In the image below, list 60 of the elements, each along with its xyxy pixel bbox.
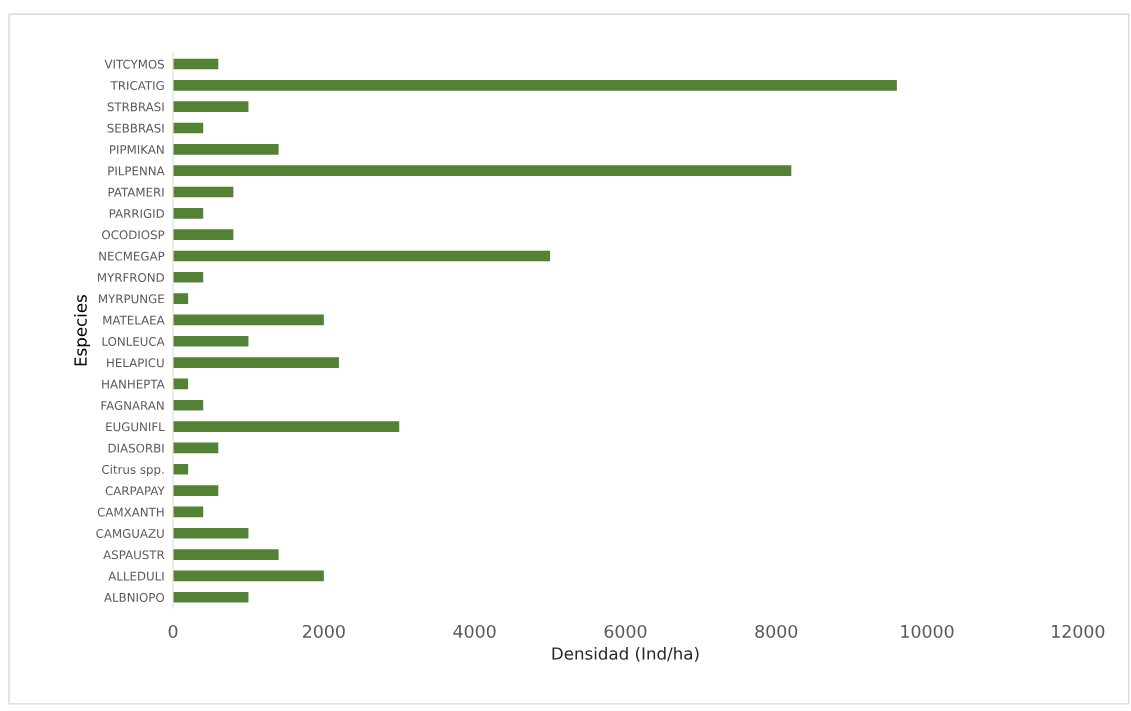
bar: [173, 421, 400, 432]
bar: [173, 527, 249, 539]
bar: [173, 122, 204, 134]
y-tick-label: SEBBRASI: [107, 123, 164, 133]
y-tick-label: NECMEGAP: [99, 251, 165, 261]
y-tick-label: PIPMIKAN: [110, 145, 164, 154]
y-tick-label: CAMGUAZU: [96, 528, 164, 538]
bar: [173, 250, 551, 262]
bar: [173, 271, 204, 283]
x-tick-label: 4000: [453, 624, 496, 639]
bar: [173, 549, 279, 560]
y-tick-label: Citrus spp.: [102, 464, 164, 477]
bar: [173, 101, 249, 112]
bar: [173, 79, 897, 91]
y-tick-label: OCODIOSP: [102, 230, 165, 240]
bar: [173, 207, 204, 219]
y-tick-label: PILPENNA: [108, 166, 165, 176]
y-tick-label: ASPAUSTR: [103, 550, 165, 560]
bar: [173, 442, 219, 454]
y-tick-label: DIASORBI: [108, 443, 164, 453]
y-tick-label: CAMXANTH: [97, 507, 164, 517]
y-tick-label: LONLEUCA: [102, 337, 165, 346]
y-tick-label: PARRIGID: [109, 209, 165, 218]
y-tick-label: ALBNIOPO: [104, 592, 165, 602]
bar: [173, 314, 324, 326]
bar: [173, 186, 234, 198]
y-tick-label: CARPAPAY: [105, 486, 165, 496]
y-tick-label: VITCYMOS: [104, 59, 165, 69]
y-tick-label: HELAPICU: [107, 358, 164, 368]
bar: [173, 357, 339, 368]
bar: [173, 335, 249, 347]
x-tick-label: 2000: [303, 624, 345, 639]
bar: [173, 463, 189, 475]
bar: [173, 58, 219, 70]
y-tick-label: STRBRASI: [107, 102, 164, 112]
bar: [173, 485, 219, 496]
bar: [173, 570, 324, 582]
y-axis-title: Especies: [73, 295, 91, 366]
y-tick-label: MYRPUNGE: [99, 294, 164, 304]
bar: [173, 293, 189, 304]
y-tick-label: ALLEDULI: [108, 571, 164, 581]
x-tick-label: 6000: [604, 624, 647, 639]
x-tick-label: 8000: [755, 624, 798, 639]
y-tick-label: PATAMERI: [108, 187, 164, 197]
x-tick-label: 0: [168, 624, 178, 639]
bar: [173, 143, 279, 155]
bar: [173, 399, 204, 411]
bar: [173, 506, 204, 518]
y-tick-label: MATELAEA: [103, 315, 165, 325]
x-tick-label: 10000: [901, 624, 954, 639]
x-axis-title: Densidad (Ind/ha): [552, 646, 699, 662]
bar: [173, 165, 792, 176]
bar: [173, 591, 249, 603]
y-tick-label: EUGUNIFL: [106, 422, 165, 432]
y-tick-label: FAGNARAN: [101, 400, 164, 410]
y-tick-label: MYRFROND: [98, 273, 165, 282]
bar: [173, 229, 234, 240]
y-tick-label: HANHEPTA: [102, 379, 165, 389]
x-tick-label: 12000: [1052, 624, 1105, 639]
y-tick-label: TRICATIG: [110, 81, 164, 90]
